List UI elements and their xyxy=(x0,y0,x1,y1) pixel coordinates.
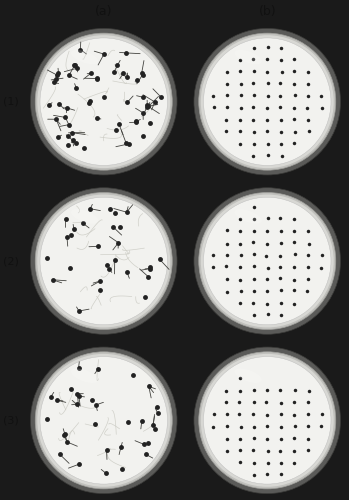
Circle shape xyxy=(40,356,168,484)
Text: (b): (b) xyxy=(259,4,276,18)
Ellipse shape xyxy=(71,368,98,383)
Circle shape xyxy=(40,198,168,324)
Circle shape xyxy=(37,354,170,487)
Circle shape xyxy=(194,28,341,175)
Circle shape xyxy=(203,356,331,484)
Circle shape xyxy=(30,28,177,175)
Circle shape xyxy=(37,35,170,168)
Text: (2): (2) xyxy=(3,256,19,266)
Ellipse shape xyxy=(71,209,98,224)
Circle shape xyxy=(30,188,177,334)
Text: (1): (1) xyxy=(3,96,19,106)
Circle shape xyxy=(35,33,172,170)
Circle shape xyxy=(40,38,168,166)
Circle shape xyxy=(194,188,341,334)
Circle shape xyxy=(194,347,341,494)
Circle shape xyxy=(37,194,170,328)
Ellipse shape xyxy=(235,209,262,224)
Ellipse shape xyxy=(235,368,262,383)
Circle shape xyxy=(35,192,172,330)
Circle shape xyxy=(199,192,336,330)
Text: (3): (3) xyxy=(3,416,19,426)
Circle shape xyxy=(203,198,331,324)
Circle shape xyxy=(199,352,336,489)
Text: (a): (a) xyxy=(95,4,112,18)
Ellipse shape xyxy=(235,50,262,64)
Circle shape xyxy=(201,194,334,328)
Circle shape xyxy=(199,33,336,170)
Circle shape xyxy=(203,38,331,166)
Circle shape xyxy=(201,354,334,487)
Circle shape xyxy=(30,347,177,494)
Circle shape xyxy=(201,35,334,168)
Ellipse shape xyxy=(71,50,98,64)
Circle shape xyxy=(35,352,172,489)
